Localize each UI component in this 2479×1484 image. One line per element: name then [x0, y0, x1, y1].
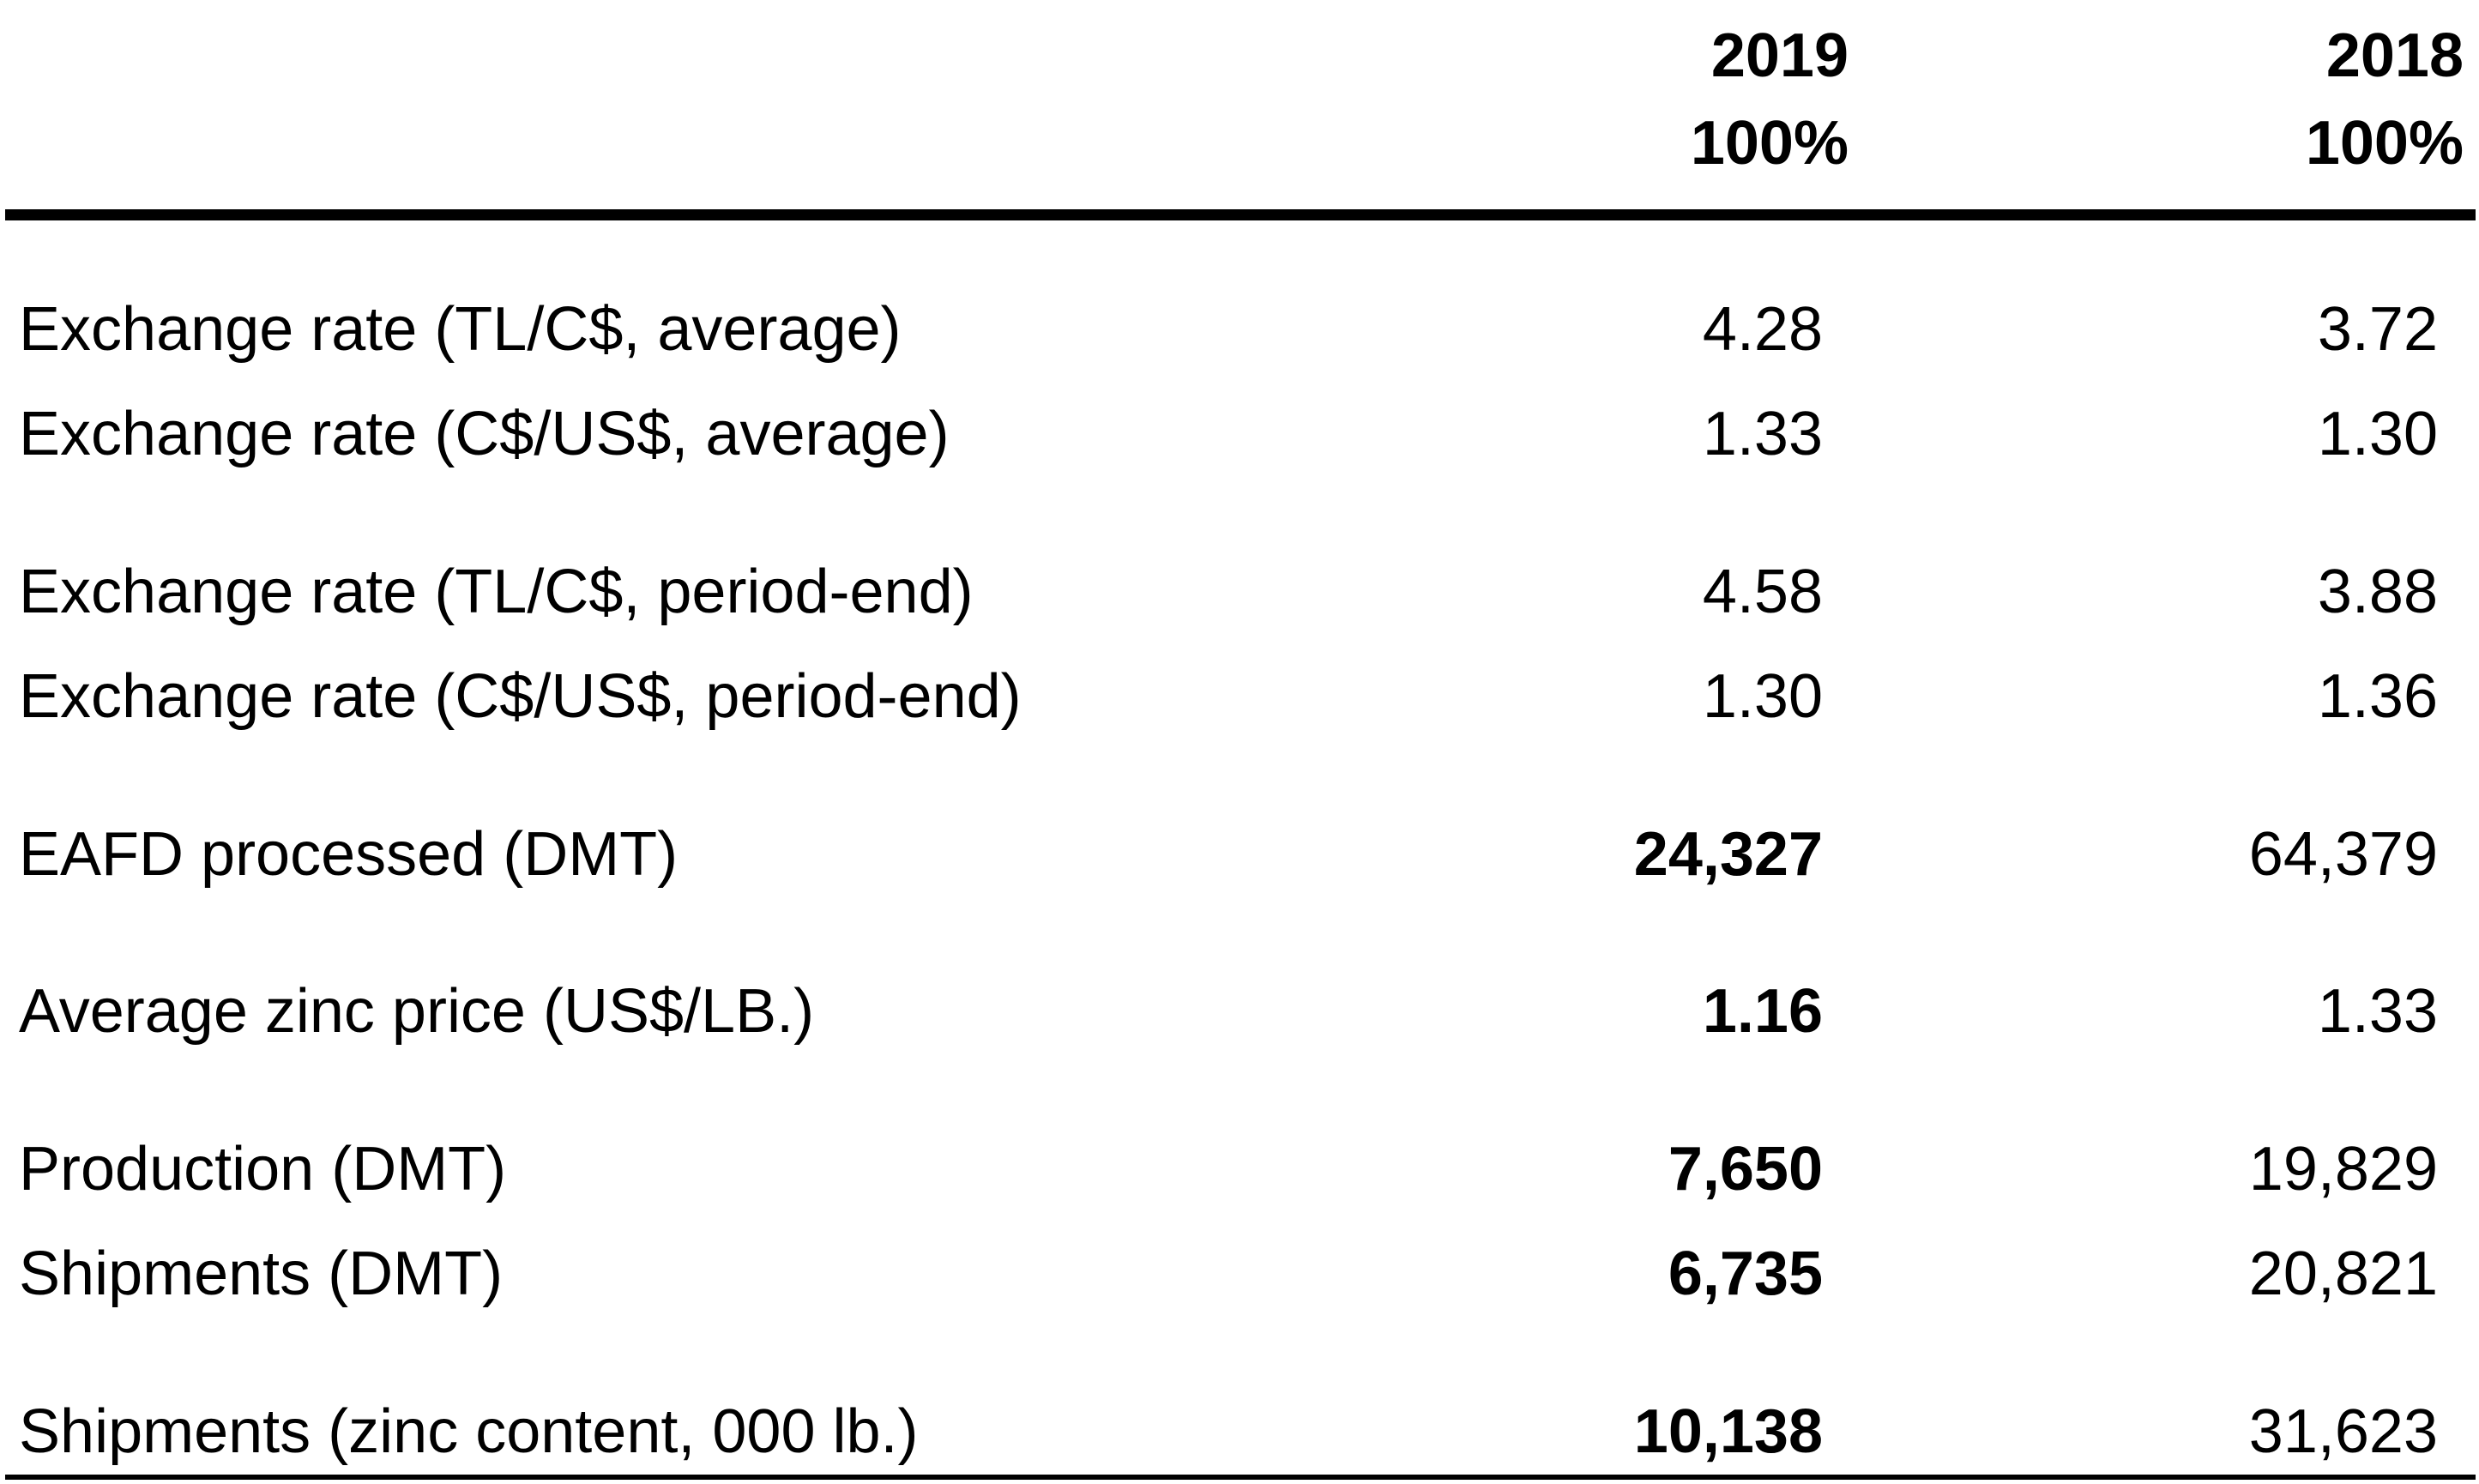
- row-label: Exchange rate (TL/C$, average): [19, 295, 902, 364]
- table-row-exchange-usd-avg: Exchange rate (C$/US$, average) 1.33 1.3…: [0, 387, 2479, 481]
- table-row-exchange-usd-end: Exchange rate (C$/US$, period-end) 1.30 …: [0, 649, 2479, 744]
- row-value-2019: 4.28: [1702, 295, 1823, 364]
- row-label: Exchange rate (C$/US$, period-end): [19, 662, 1022, 731]
- header-divider: [5, 209, 2476, 220]
- header-year-2018: 2018: [2325, 21, 2464, 90]
- row-value-2019: 4.58: [1702, 558, 1823, 626]
- table-row-exchange-tl-avg: Exchange rate (TL/C$, average) 4.28 3.72: [0, 282, 2479, 377]
- header-year-2019: 2019: [1710, 21, 1849, 90]
- row-value-2018: 1.33: [2317, 977, 2438, 1046]
- column-header-2019: 2019 100%: [1505, 12, 1849, 187]
- header-pct-2019: 100%: [1690, 109, 1849, 178]
- row-value-2019: 1.33: [1702, 400, 1823, 468]
- header-pct-2018: 100%: [2305, 109, 2464, 178]
- row-value-2018: 20,821: [2248, 1240, 2438, 1308]
- row-label: Exchange rate (TL/C$, period-end): [19, 558, 974, 626]
- footer-divider: [5, 1475, 2476, 1480]
- table-row-eafd-processed: EAFD processed (DMT) 24,327 64,379: [0, 807, 2479, 902]
- row-value-2018: 3.88: [2317, 558, 2438, 626]
- row-value-2019: 7,650: [1668, 1135, 1823, 1203]
- row-value-2018: 3.72: [2317, 295, 2438, 364]
- table-row-production: Production (DMT) 7,650 19,829: [0, 1122, 2479, 1216]
- row-value-2018: 1.36: [2317, 662, 2438, 731]
- row-value-2018: 19,829: [2248, 1135, 2438, 1203]
- row-label: Production (DMT): [19, 1135, 507, 1203]
- row-value-2019: 24,327: [1633, 820, 1823, 889]
- column-header-2018: 2018 100%: [2120, 12, 2464, 187]
- row-label: EAFD processed (DMT): [19, 820, 679, 889]
- row-label: Shipments (zinc content, 000 lb.): [19, 1397, 919, 1466]
- table-row-shipments-dmt: Shipments (DMT) 6,735 20,821: [0, 1227, 2479, 1321]
- row-value-2019: 1.16: [1702, 977, 1823, 1046]
- row-value-2018: 64,379: [2248, 820, 2438, 889]
- table-row-exchange-tl-end: Exchange rate (TL/C$, period-end) 4.58 3…: [0, 545, 2479, 639]
- table-row-shipments-zinc: Shipments (zinc content, 000 lb.) 10,138…: [0, 1384, 2479, 1479]
- row-label: Shipments (DMT): [19, 1240, 504, 1308]
- row-value-2018: 1.30: [2317, 400, 2438, 468]
- row-value-2019: 10,138: [1633, 1397, 1823, 1466]
- table-row-zinc-price: Average zinc price (US$/LB.) 1.16 1.33: [0, 964, 2479, 1059]
- row-value-2019: 6,735: [1668, 1240, 1823, 1308]
- row-value-2018: 31,623: [2248, 1397, 2438, 1466]
- row-value-2019: 1.30: [1702, 662, 1823, 731]
- row-label: Average zinc price (US$/LB.): [19, 977, 815, 1046]
- row-label: Exchange rate (C$/US$, average): [19, 400, 950, 468]
